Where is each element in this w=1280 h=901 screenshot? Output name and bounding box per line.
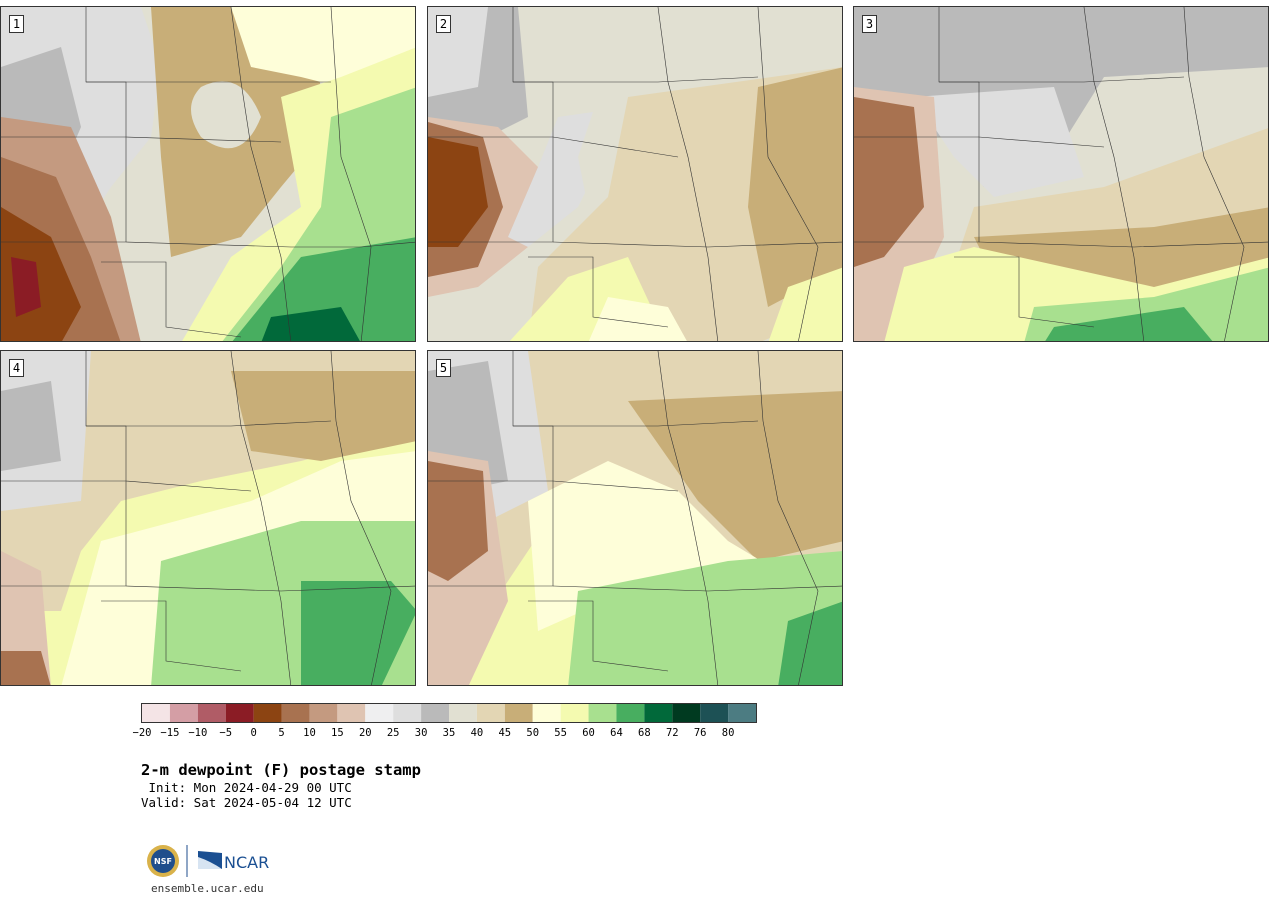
dewpoint-colorbar (141, 703, 757, 723)
map-panel-3: 3 (853, 6, 1269, 342)
ncar-logo-text: NCAR (224, 853, 269, 872)
colorbar-tick-label: 76 (693, 727, 707, 739)
panel-number: 4 (9, 359, 24, 377)
colorbar-swatch (616, 704, 645, 722)
colorbar-tick-label: 68 (638, 727, 651, 739)
colorbar-swatch (476, 704, 505, 722)
dewpoint-map (854, 7, 1268, 341)
colorbar-swatch (728, 704, 756, 722)
chart-title: 2-m dewpoint (F) postage stamp (141, 761, 421, 779)
dewpoint-map (428, 7, 842, 341)
nsf-ncar-logos: NSF NCAR (147, 845, 269, 877)
colorbar-swatch (449, 704, 477, 722)
dewpoint-map (1, 351, 415, 685)
colorbar-tick-label: 45 (498, 727, 512, 739)
panel-number: 2 (436, 15, 451, 33)
panel-number: 1 (9, 15, 24, 33)
colorbar-swatch (169, 704, 198, 722)
colorbar-tick-label: 35 (442, 727, 456, 739)
map-panel-4: 4 (0, 350, 416, 686)
dewpoint-map (428, 351, 842, 685)
colorbar-tick-label: 40 (470, 727, 484, 739)
colorbar-tick-label: 0 (250, 727, 257, 739)
colorbar-swatch (644, 704, 673, 722)
colorbar-tick-label: −20 (132, 727, 152, 739)
colorbar-swatch (700, 704, 729, 722)
colorbar-swatch (588, 704, 617, 722)
colorbar-tick-label: −5 (219, 727, 233, 739)
map-panel-2: 2 (427, 6, 843, 342)
colorbar-tick-label: 64 (610, 727, 623, 739)
valid-time: Valid: Sat 2024-05-04 12 UTC (141, 795, 352, 810)
colorbar-swatch (421, 704, 449, 722)
colorbar-tick-label: 80 (721, 727, 735, 739)
map-panel-5: 5 (427, 350, 843, 686)
colorbar-ticks: −20 −15 −10 −5 0 5 10 15 20 25 30 35 40 45 50 55 60 64 68 7… (133, 727, 781, 741)
map-panel-1: 1 (0, 6, 416, 342)
nsf-logo-icon: NSF (147, 845, 179, 877)
site-url: ensemble.ucar.edu (151, 882, 264, 895)
colorbar-swatch (504, 704, 533, 722)
nsf-logo-text: NSF (154, 857, 172, 866)
colorbar-swatch (337, 704, 366, 722)
colorbar-tick-label: 55 (554, 727, 567, 739)
colorbar-tick-label: 72 (665, 727, 679, 739)
colorbar-tick-label: 25 (386, 727, 400, 739)
colorbar-swatch (393, 704, 422, 722)
colorbar-swatch (142, 704, 170, 722)
colorbar-tick-label: 30 (414, 727, 428, 739)
colorbar-swatch (672, 704, 701, 722)
ncar-logo-icon: NCAR (198, 851, 269, 872)
colorbar-swatch (253, 704, 282, 722)
colorbar-swatch (560, 704, 589, 722)
colorbar-tick-label: 10 (303, 727, 316, 739)
colorbar-tick-label: 15 (331, 727, 344, 739)
colorbar-swatch (225, 704, 254, 722)
colorbar-swatch (197, 704, 226, 722)
colorbar-tick-label: 5 (278, 727, 285, 739)
panel-number: 5 (436, 359, 451, 377)
init-time: Init: Mon 2024-04-29 00 UTC (141, 780, 352, 795)
colorbar-tick-label: 60 (582, 727, 595, 739)
colorbar-tick-label: −15 (160, 727, 180, 739)
dewpoint-map (1, 7, 415, 341)
colorbar-tick-label: −10 (188, 727, 208, 739)
colorbar-swatch (281, 704, 310, 722)
panel-number: 3 (862, 15, 877, 33)
colorbar-swatch (365, 704, 394, 722)
colorbar-swatch (309, 704, 338, 722)
colorbar-tick-label: 50 (526, 727, 540, 739)
colorbar-tick-label: 20 (358, 727, 372, 739)
colorbar-swatch (532, 704, 561, 722)
